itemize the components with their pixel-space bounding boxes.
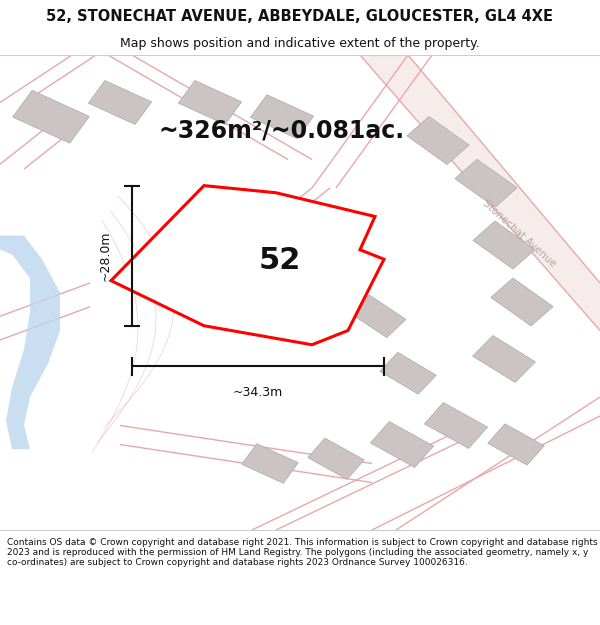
Polygon shape (308, 438, 364, 479)
Text: Stonechat Avenue: Stonechat Avenue (481, 198, 557, 269)
Text: Map shows position and indicative extent of the property.: Map shows position and indicative extent… (120, 38, 480, 51)
Polygon shape (88, 81, 152, 124)
Polygon shape (250, 95, 314, 139)
Polygon shape (360, 55, 600, 331)
Polygon shape (380, 352, 436, 394)
Text: 52, STONECHAT AVENUE, ABBEYDALE, GLOUCESTER, GL4 4XE: 52, STONECHAT AVENUE, ABBEYDALE, GLOUCES… (47, 9, 554, 24)
Text: ~326m²/~0.081ac.: ~326m²/~0.081ac. (159, 119, 405, 143)
Polygon shape (370, 421, 434, 468)
Polygon shape (407, 116, 469, 164)
Polygon shape (13, 91, 89, 143)
Polygon shape (488, 424, 544, 465)
Polygon shape (455, 159, 517, 208)
Polygon shape (0, 236, 60, 449)
Polygon shape (242, 444, 298, 483)
Text: Contains OS data © Crown copyright and database right 2021. This information is : Contains OS data © Crown copyright and d… (7, 538, 598, 568)
Polygon shape (314, 233, 370, 276)
Polygon shape (473, 221, 535, 269)
Polygon shape (473, 336, 535, 382)
Text: ~34.3m: ~34.3m (233, 386, 283, 399)
Text: 52: 52 (259, 246, 301, 275)
Polygon shape (111, 186, 384, 345)
Polygon shape (350, 295, 406, 338)
Polygon shape (491, 278, 553, 326)
Polygon shape (178, 81, 242, 124)
Polygon shape (424, 402, 488, 449)
Text: ~28.0m: ~28.0m (98, 231, 112, 281)
